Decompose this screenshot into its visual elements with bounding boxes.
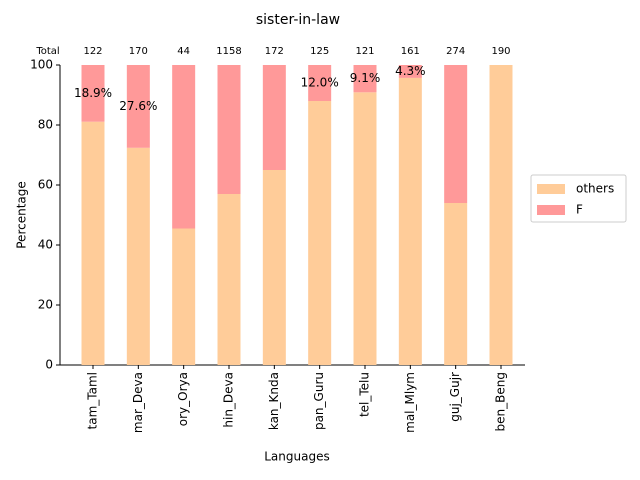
bar-segment (262, 65, 286, 170)
x-tick-label: pan_Guru (312, 372, 326, 430)
y-axis-label: Percentage (15, 181, 29, 249)
total-label: 122 (83, 46, 102, 57)
bar-segment (444, 65, 468, 203)
bar-segment (398, 65, 422, 78)
total-label: 121 (355, 46, 374, 57)
x-tick-label: kan_Knda (267, 372, 281, 430)
bar-segment (81, 121, 105, 365)
legend-label: others (576, 182, 614, 196)
legend-label: F (576, 203, 583, 217)
bar-segment (81, 65, 105, 122)
bar-segment (262, 170, 286, 365)
bar-segment (126, 147, 150, 365)
bar-segment (489, 65, 513, 365)
bar-segment (398, 77, 422, 366)
total-header: Total (35, 46, 59, 57)
bar-segment (353, 65, 377, 93)
y-tick-label: 40 (38, 238, 53, 252)
total-label: 1158 (216, 46, 241, 57)
y-tick-label: 80 (38, 118, 53, 132)
x-tick-label: guj_Gujr (448, 372, 462, 422)
bar-segment (172, 65, 196, 229)
y-tick-label: 60 (38, 178, 53, 192)
bar-segment (126, 65, 150, 148)
bar-segment (308, 65, 332, 101)
data-label: 27.6% (119, 99, 157, 113)
y-tick-label: 20 (38, 298, 53, 312)
y-tick-label: 0 (45, 358, 53, 372)
data-label: 12.0% (301, 76, 339, 90)
data-label: 9.1% (350, 71, 381, 85)
total-label: 274 (446, 46, 465, 57)
legend-swatch (537, 205, 565, 215)
bar-segment (217, 65, 241, 194)
chart-title: sister-in-law (256, 12, 340, 28)
data-label: 4.3% (395, 64, 426, 78)
x-axis-label: Languages (264, 450, 329, 464)
x-tick-label: mar_Deva (131, 372, 145, 433)
total-label: 172 (265, 46, 284, 57)
bar-segment (444, 203, 468, 365)
data-label: 18.9% (74, 86, 112, 100)
bar-segment (308, 101, 332, 365)
bar-segment (353, 92, 377, 366)
total-label: 44 (177, 46, 190, 57)
total-label: 190 (491, 46, 510, 57)
x-tick-label: tam_Taml (86, 372, 100, 429)
total-label: 170 (129, 46, 148, 57)
x-tick-label: ben_Beng (494, 372, 508, 431)
x-tick-label: ory_Orya (176, 372, 190, 426)
total-label: 125 (310, 46, 329, 57)
bar-segment (172, 228, 196, 365)
legend-swatch (537, 184, 565, 194)
x-tick-label: mal_Mlym (403, 372, 417, 433)
y-tick-label: 100 (30, 58, 53, 72)
x-tick-label: hin_Deva (222, 372, 236, 428)
total-label: 161 (401, 46, 420, 57)
bar-segment (217, 194, 241, 365)
x-tick-label: tel_Telu (358, 372, 372, 417)
